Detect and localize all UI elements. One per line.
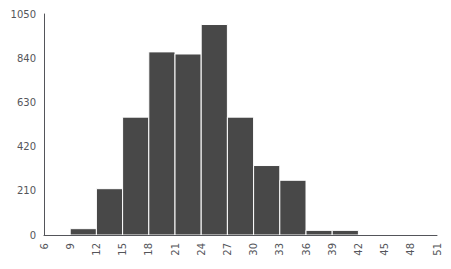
svg-text:18: 18 — [143, 243, 154, 256]
svg-text:33: 33 — [274, 243, 285, 256]
svg-text:27: 27 — [222, 243, 233, 256]
svg-text:51: 51 — [432, 243, 443, 256]
svg-text:36: 36 — [301, 243, 312, 256]
svg-text:6: 6 — [39, 243, 50, 249]
svg-text:39: 39 — [327, 243, 338, 256]
svg-text:48: 48 — [405, 243, 416, 256]
svg-text:24: 24 — [196, 243, 207, 256]
svg-text:9: 9 — [65, 243, 76, 249]
svg-text:30: 30 — [248, 243, 259, 256]
svg-text:420: 420 — [17, 141, 36, 152]
svg-text:21: 21 — [170, 243, 181, 256]
svg-text:840: 840 — [17, 53, 36, 64]
svg-text:42: 42 — [353, 243, 364, 256]
svg-text:12: 12 — [91, 243, 102, 256]
svg-text:210: 210 — [17, 185, 36, 196]
svg-text:1050: 1050 — [11, 9, 36, 20]
svg-text:630: 630 — [17, 97, 36, 108]
svg-text:0: 0 — [30, 230, 36, 241]
svg-text:15: 15 — [117, 243, 128, 256]
svg-text:45: 45 — [379, 243, 390, 256]
